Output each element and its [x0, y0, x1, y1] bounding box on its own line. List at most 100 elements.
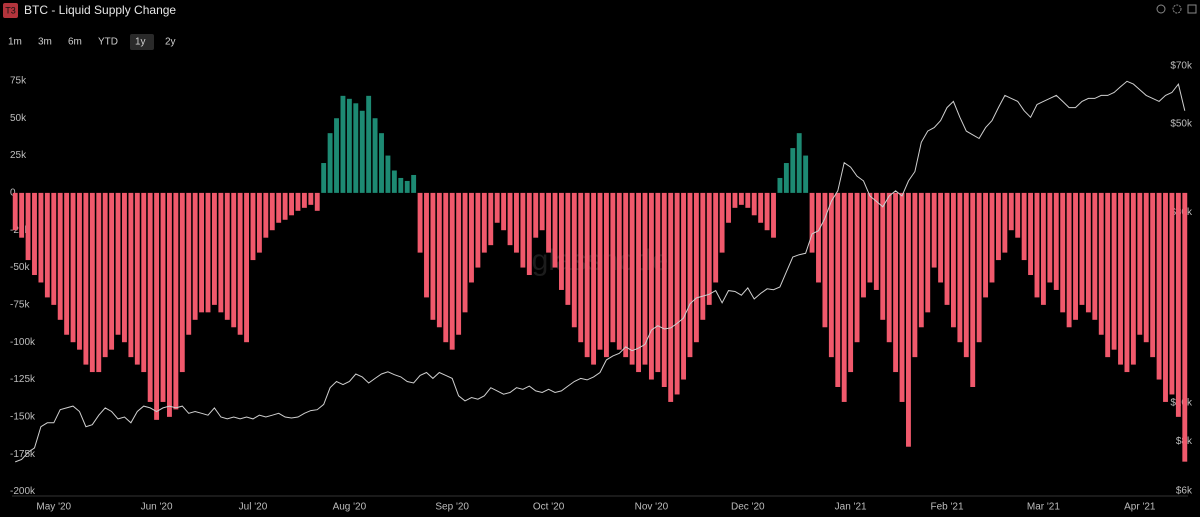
bar [700, 192, 706, 320]
range-active-bg [130, 34, 154, 50]
bar [777, 177, 783, 193]
bar [308, 192, 314, 205]
bar [321, 163, 327, 193]
bar [828, 192, 834, 358]
bar [861, 192, 866, 298]
bar [655, 192, 661, 373]
bar [976, 192, 982, 343]
bar [1118, 192, 1123, 365]
bar [1034, 192, 1040, 298]
bar [359, 110, 365, 193]
range-button[interactable]: 2y [165, 37, 176, 48]
bar [366, 95, 372, 193]
bar [931, 192, 937, 268]
bar [648, 192, 654, 380]
x-tick-label: May '20 [36, 502, 71, 513]
bar [1182, 192, 1188, 462]
bar [1098, 192, 1104, 335]
bar [1163, 192, 1168, 402]
bar [224, 192, 230, 320]
y-tick-label: -125k [10, 374, 36, 385]
range-button[interactable]: 3m [38, 37, 52, 48]
bar [713, 192, 719, 283]
plot: 75k50k25k0-25k-50k-75k-100k-125k-150k-17… [10, 60, 1193, 512]
bar [282, 192, 288, 220]
bar [719, 192, 725, 253]
bar [379, 133, 384, 193]
settings-icon[interactable] [1172, 4, 1182, 14]
zoom-icon[interactable] [1156, 4, 1166, 14]
bar [944, 192, 950, 305]
bar [70, 192, 76, 343]
bar [211, 192, 217, 305]
bar [578, 192, 584, 343]
bar [340, 95, 346, 193]
bar [995, 192, 1001, 261]
bar [327, 133, 333, 193]
bar [134, 192, 140, 365]
bar [771, 192, 776, 238]
bar [835, 192, 841, 387]
bar [893, 192, 899, 373]
bar [391, 170, 397, 193]
bar [424, 192, 429, 298]
bar [192, 192, 198, 320]
bar [867, 192, 873, 283]
bar [167, 192, 172, 417]
x-tick-label: Sep '20 [435, 502, 469, 513]
range-buttons: 1m 3m 6m YTD 1y 2y [8, 34, 176, 50]
bar [745, 192, 751, 208]
bar [353, 103, 359, 193]
bar [231, 192, 237, 328]
bar [295, 192, 301, 211]
x-tick-label: Jul '20 [239, 502, 268, 513]
y-tick-label: -200k [10, 486, 36, 497]
bar [1085, 192, 1091, 313]
price-line [15, 80, 1186, 463]
range-button[interactable]: 1m [8, 37, 22, 48]
x-tick-label: Nov '20 [635, 502, 669, 513]
badge-label: T3 [5, 5, 16, 15]
bar [816, 192, 821, 283]
bar [83, 192, 89, 365]
bar [115, 192, 121, 335]
bar [102, 192, 108, 358]
range-button[interactable]: YTD [98, 37, 118, 48]
bar [256, 192, 262, 253]
bar [1137, 192, 1143, 335]
bar [790, 148, 796, 193]
bar [886, 192, 892, 343]
y-tick-label: -150k [10, 412, 36, 423]
bar [141, 192, 147, 373]
range-button[interactable]: 6m [68, 37, 82, 48]
bar [809, 192, 815, 253]
expand-icon[interactable] [1187, 4, 1197, 14]
bar [64, 192, 70, 335]
bar [199, 192, 205, 313]
bar [880, 192, 886, 320]
x-tick-label: Aug '20 [333, 502, 367, 513]
bar [822, 192, 828, 328]
bar [848, 192, 854, 373]
bar [559, 192, 564, 290]
bar [398, 177, 404, 193]
bar [1111, 192, 1117, 350]
bar [507, 192, 513, 246]
bar [546, 192, 552, 253]
x-tick-label: Mar '21 [1027, 502, 1060, 513]
bar [526, 192, 532, 276]
bar [963, 192, 969, 358]
bar [205, 192, 211, 313]
bar [154, 192, 160, 420]
bar [443, 192, 449, 343]
range-button[interactable]: 1y [135, 37, 146, 48]
bar [970, 192, 976, 387]
bar [244, 192, 249, 343]
bar [906, 192, 911, 447]
y2-tick-label: $30k [1170, 207, 1193, 218]
bar [623, 192, 629, 358]
x-tick-label: Apr '21 [1124, 502, 1156, 513]
bar [854, 192, 860, 343]
bar [1002, 192, 1008, 253]
